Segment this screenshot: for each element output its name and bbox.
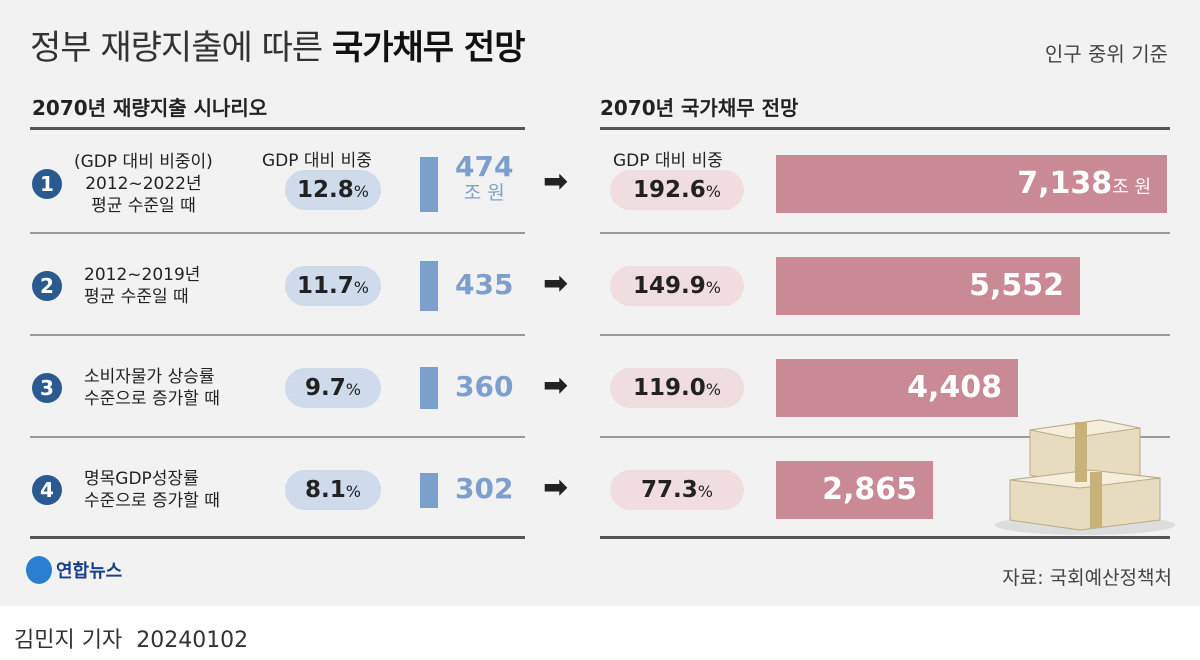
spend-gdp-share-pill: 8.1% bbox=[285, 470, 381, 510]
debt-bar: 2,865 bbox=[776, 461, 933, 519]
arrow-right-icon: ➡ bbox=[543, 470, 569, 505]
spend-bar bbox=[420, 472, 438, 508]
description-line: 2012~2019년 bbox=[84, 265, 201, 285]
description-line: 평균 수준일 때 bbox=[84, 287, 189, 307]
debt-gdp-share-pill: 192.6% bbox=[610, 170, 744, 210]
debt-value: 2,865 bbox=[822, 472, 917, 507]
byline: 김민지 기자 20240102 bbox=[14, 628, 249, 653]
scenario-description: (GDP 대비 비중이) 2012~2022년 평균 수준일 때 bbox=[74, 151, 213, 217]
scenario-description: 2012~2019년 평균 수준일 때 bbox=[84, 264, 200, 308]
spend-gdp-share-pill: 9.7% bbox=[285, 368, 381, 408]
debt-value: 5,552 bbox=[969, 268, 1064, 303]
description-line: 수준으로 증가할 때 bbox=[84, 491, 220, 511]
description-line: (GDP 대비 비중이) bbox=[74, 152, 213, 172]
left-heading: 2070년 재량지출 시나리오 bbox=[32, 96, 268, 120]
scenario-description: 소비자물가 상승률 수준으로 증가할 때 bbox=[84, 366, 220, 410]
spend-gdp-share-pill: 12.8% bbox=[285, 170, 381, 210]
money-stack-illustration bbox=[995, 419, 1175, 535]
logo-text: 연합뉴스 bbox=[56, 561, 123, 582]
description-line: 2012~2022년 bbox=[85, 174, 202, 194]
spend-bar bbox=[420, 367, 438, 409]
spend-bar bbox=[420, 261, 438, 311]
divider bbox=[600, 536, 1170, 539]
divider bbox=[30, 127, 525, 130]
row-divider bbox=[30, 232, 525, 234]
description-line: 평균 수준일 때 bbox=[91, 196, 196, 216]
spend-value: 435 bbox=[455, 268, 514, 301]
row-divider bbox=[30, 334, 525, 336]
scenario-number-badge: 3 bbox=[32, 373, 62, 403]
description-line: 명목GDP성장률 bbox=[84, 469, 199, 489]
col-label-right: GDP 대비 비중 bbox=[613, 151, 723, 171]
scenario-number-badge: 1 bbox=[32, 169, 62, 199]
spend-value: 474 조 원 bbox=[455, 150, 514, 205]
right-heading: 2070년 국가채무 전망 bbox=[600, 96, 799, 120]
arrow-right-icon: ➡ bbox=[543, 266, 569, 301]
description-line: 소비자물가 상승률 bbox=[84, 367, 215, 387]
scenario-number-badge: 2 bbox=[32, 271, 62, 301]
divider bbox=[600, 127, 1170, 130]
divider bbox=[30, 536, 525, 539]
yonhap-logo: 연합뉴스 bbox=[26, 556, 122, 584]
row-divider bbox=[600, 436, 1170, 438]
source: 자료: 국회예산정책처 bbox=[1002, 567, 1172, 589]
debt-bar: 7,138조 원 bbox=[776, 155, 1167, 213]
debt-gdp-share-pill: 119.0% bbox=[610, 368, 744, 408]
debt-value: 7,138조 원 bbox=[1017, 166, 1151, 201]
spend-value: 360 bbox=[455, 370, 514, 403]
arrow-right-icon: ➡ bbox=[543, 164, 569, 199]
spend-gdp-share-pill: 11.7% bbox=[285, 266, 381, 306]
description-line: 수준으로 증가할 때 bbox=[84, 389, 220, 409]
debt-bar: 5,552 bbox=[776, 257, 1080, 315]
spend-bar bbox=[420, 156, 438, 212]
scenario-description: 명목GDP성장률 수준으로 증가할 때 bbox=[84, 468, 220, 512]
row-divider bbox=[30, 436, 525, 438]
debt-gdp-share-pill: 149.9% bbox=[610, 266, 744, 306]
col-label-left: GDP 대비 비중 bbox=[262, 151, 372, 171]
row-divider bbox=[600, 232, 1170, 234]
debt-value: 4,408 bbox=[907, 370, 1002, 405]
scenario-number-badge: 4 bbox=[32, 475, 62, 505]
debt-bar: 4,408 bbox=[776, 359, 1018, 417]
arrow-right-icon: ➡ bbox=[543, 368, 569, 403]
page-title: 정부 재량지출에 따른 국가채무 전망 bbox=[30, 28, 525, 68]
basis-note: 인구 중위 기준 bbox=[1044, 42, 1168, 66]
debt-gdp-share-pill: 77.3% bbox=[610, 470, 744, 510]
row-divider bbox=[600, 334, 1170, 336]
logo-icon bbox=[26, 556, 52, 584]
spend-value: 302 bbox=[455, 472, 514, 505]
